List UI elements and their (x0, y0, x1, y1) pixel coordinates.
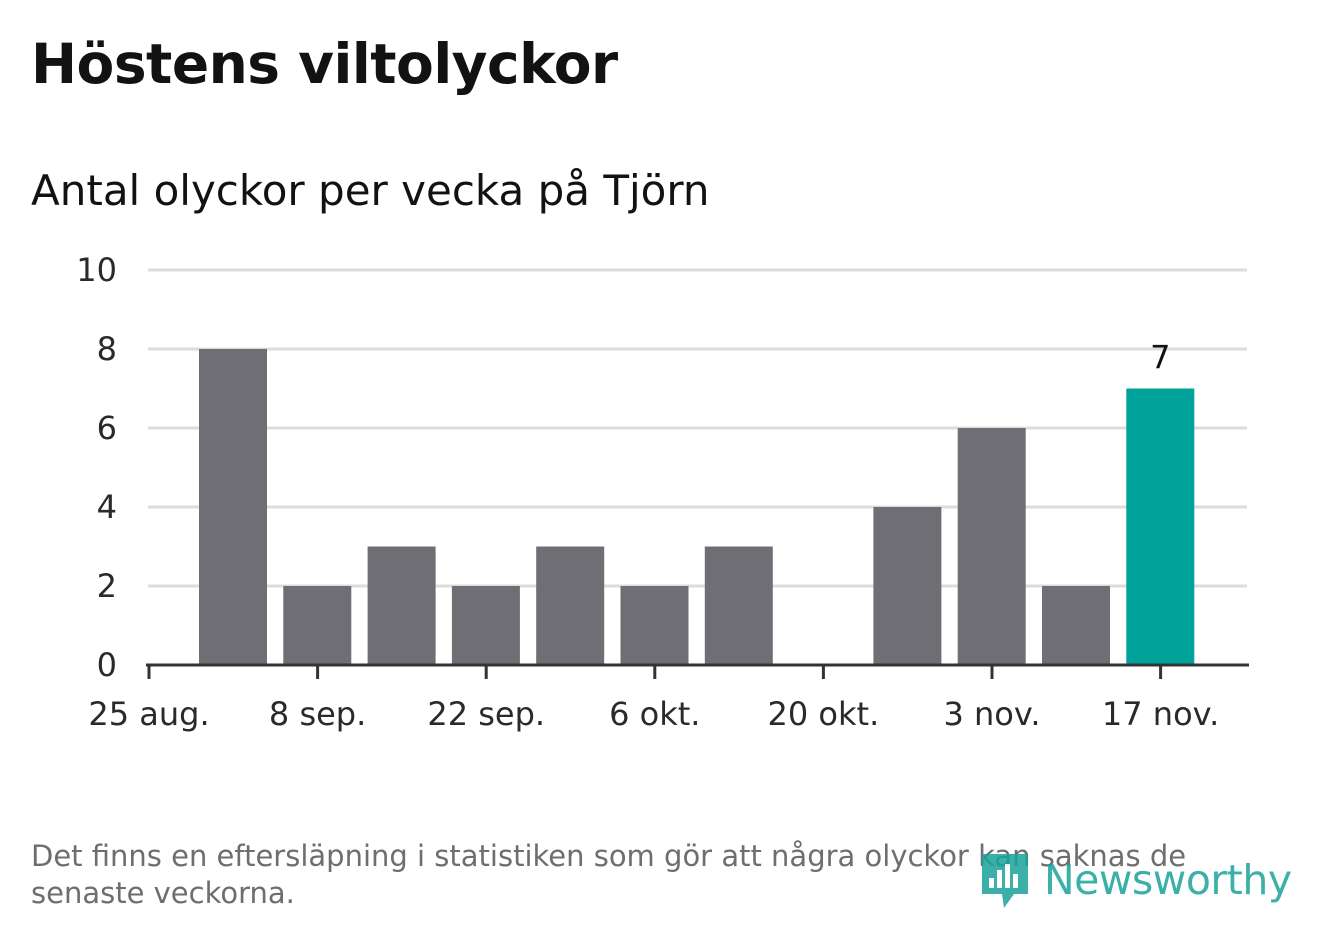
chart-subtitle: Antal olyckor per vecka på Tjörn (31, 166, 710, 215)
y-tick-label: 4 (97, 488, 117, 526)
y-tick-label: 0 (97, 646, 117, 684)
newsworthy-logo: Newsworthy (980, 848, 1292, 912)
chart-title: Höstens viltolyckor (31, 32, 618, 96)
brand-name: Newsworthy (1044, 856, 1292, 904)
x-tick-label: 17 nov. (1102, 695, 1219, 733)
bar (283, 586, 352, 665)
data-labels: 7 (1150, 339, 1170, 377)
x-tick-label: 20 okt. (768, 695, 880, 733)
bar (704, 546, 773, 665)
x-tick-label: 6 okt. (609, 695, 700, 733)
gridlines (148, 268, 1247, 588)
y-tick-label: 2 (97, 567, 117, 605)
bar (1042, 586, 1110, 665)
bar (620, 586, 689, 665)
bar (957, 428, 1026, 665)
x-tick-label: 8 sep. (269, 695, 366, 733)
bars (199, 349, 1195, 665)
bar (451, 586, 520, 665)
bar (536, 546, 605, 665)
data-label: 7 (1150, 339, 1170, 377)
newsworthy-logo-icon (982, 854, 1028, 908)
y-axis-ticks: 0 2 4 6 8 10 (76, 251, 117, 684)
bar (1126, 388, 1195, 665)
bar (367, 546, 436, 665)
bar (873, 507, 942, 665)
bar (199, 349, 267, 665)
y-tick-label: 10 (76, 251, 117, 289)
y-tick-label: 6 (97, 409, 117, 447)
y-tick-label: 8 (97, 330, 117, 368)
x-tick-label: 25 aug. (88, 695, 209, 733)
x-tick-label: 3 nov. (943, 695, 1040, 733)
x-tick-label: 22 sep. (427, 695, 545, 733)
x-axis-ticks: 25 aug. 8 sep. 22 sep. 6 okt. 20 okt. 3 nov. 1… (88, 665, 1219, 733)
